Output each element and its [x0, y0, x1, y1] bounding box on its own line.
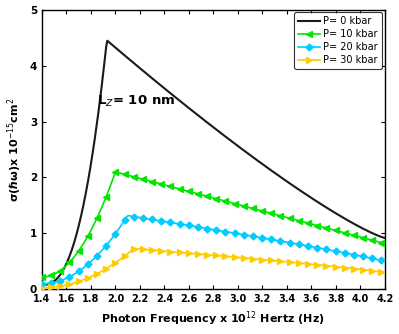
P= 30 kbar [132, 246, 137, 250]
P= 30 kbar [40, 286, 44, 290]
P= 30 kbar [245, 256, 250, 260]
Line: P= 10 kbar: P= 10 kbar [39, 169, 388, 280]
P= 30 kbar [251, 257, 255, 261]
Text: L$_Z$= 10 nm: L$_Z$= 10 nm [97, 94, 175, 109]
P= 10 kbar [245, 205, 250, 209]
P= 10 kbar [40, 275, 44, 279]
P= 10 kbar [352, 233, 356, 237]
P= 10 kbar [382, 241, 387, 245]
P= 20 kbar [40, 282, 44, 286]
P= 20 kbar [245, 233, 250, 237]
P= 30 kbar [352, 267, 356, 271]
P= 30 kbar [330, 264, 334, 268]
P= 10 kbar [41, 275, 45, 279]
P= 0 kbar [244, 150, 249, 154]
X-axis label: Photon Frequency x 10$^{12}$ Hertz (Hz): Photon Frequency x 10$^{12}$ Hertz (Hz) [101, 310, 325, 328]
Line: P= 20 kbar: P= 20 kbar [40, 213, 387, 286]
Legend: P= 0 kbar, P= 10 kbar, P= 20 kbar, P= 30 kbar: P= 0 kbar, P= 10 kbar, P= 20 kbar, P= 30… [294, 12, 382, 69]
P= 20 kbar [41, 282, 45, 286]
P= 20 kbar [352, 253, 356, 257]
P= 30 kbar [244, 256, 249, 260]
P= 0 kbar [330, 209, 334, 213]
P= 30 kbar [41, 286, 45, 290]
P= 10 kbar [251, 206, 255, 210]
P= 10 kbar [330, 227, 334, 231]
P= 20 kbar [126, 213, 130, 217]
P= 20 kbar [330, 248, 334, 253]
P= 20 kbar [244, 233, 249, 237]
P= 0 kbar [41, 283, 45, 287]
P= 0 kbar [382, 236, 387, 240]
P= 0 kbar [352, 222, 356, 226]
Line: P= 0 kbar: P= 0 kbar [42, 41, 385, 285]
Y-axis label: σ(ℏω)x 10$^{-15}$cm$^2$: σ(ℏω)x 10$^{-15}$cm$^2$ [6, 98, 24, 202]
Line: P= 30 kbar: P= 30 kbar [39, 245, 388, 291]
P= 20 kbar [382, 260, 387, 264]
P= 10 kbar [244, 205, 249, 209]
P= 0 kbar [251, 155, 255, 159]
P= 0 kbar [40, 283, 44, 287]
P= 30 kbar [382, 271, 387, 275]
P= 0 kbar [245, 151, 250, 155]
P= 10 kbar [113, 170, 118, 174]
P= 20 kbar [251, 234, 255, 238]
P= 0 kbar [105, 39, 110, 43]
